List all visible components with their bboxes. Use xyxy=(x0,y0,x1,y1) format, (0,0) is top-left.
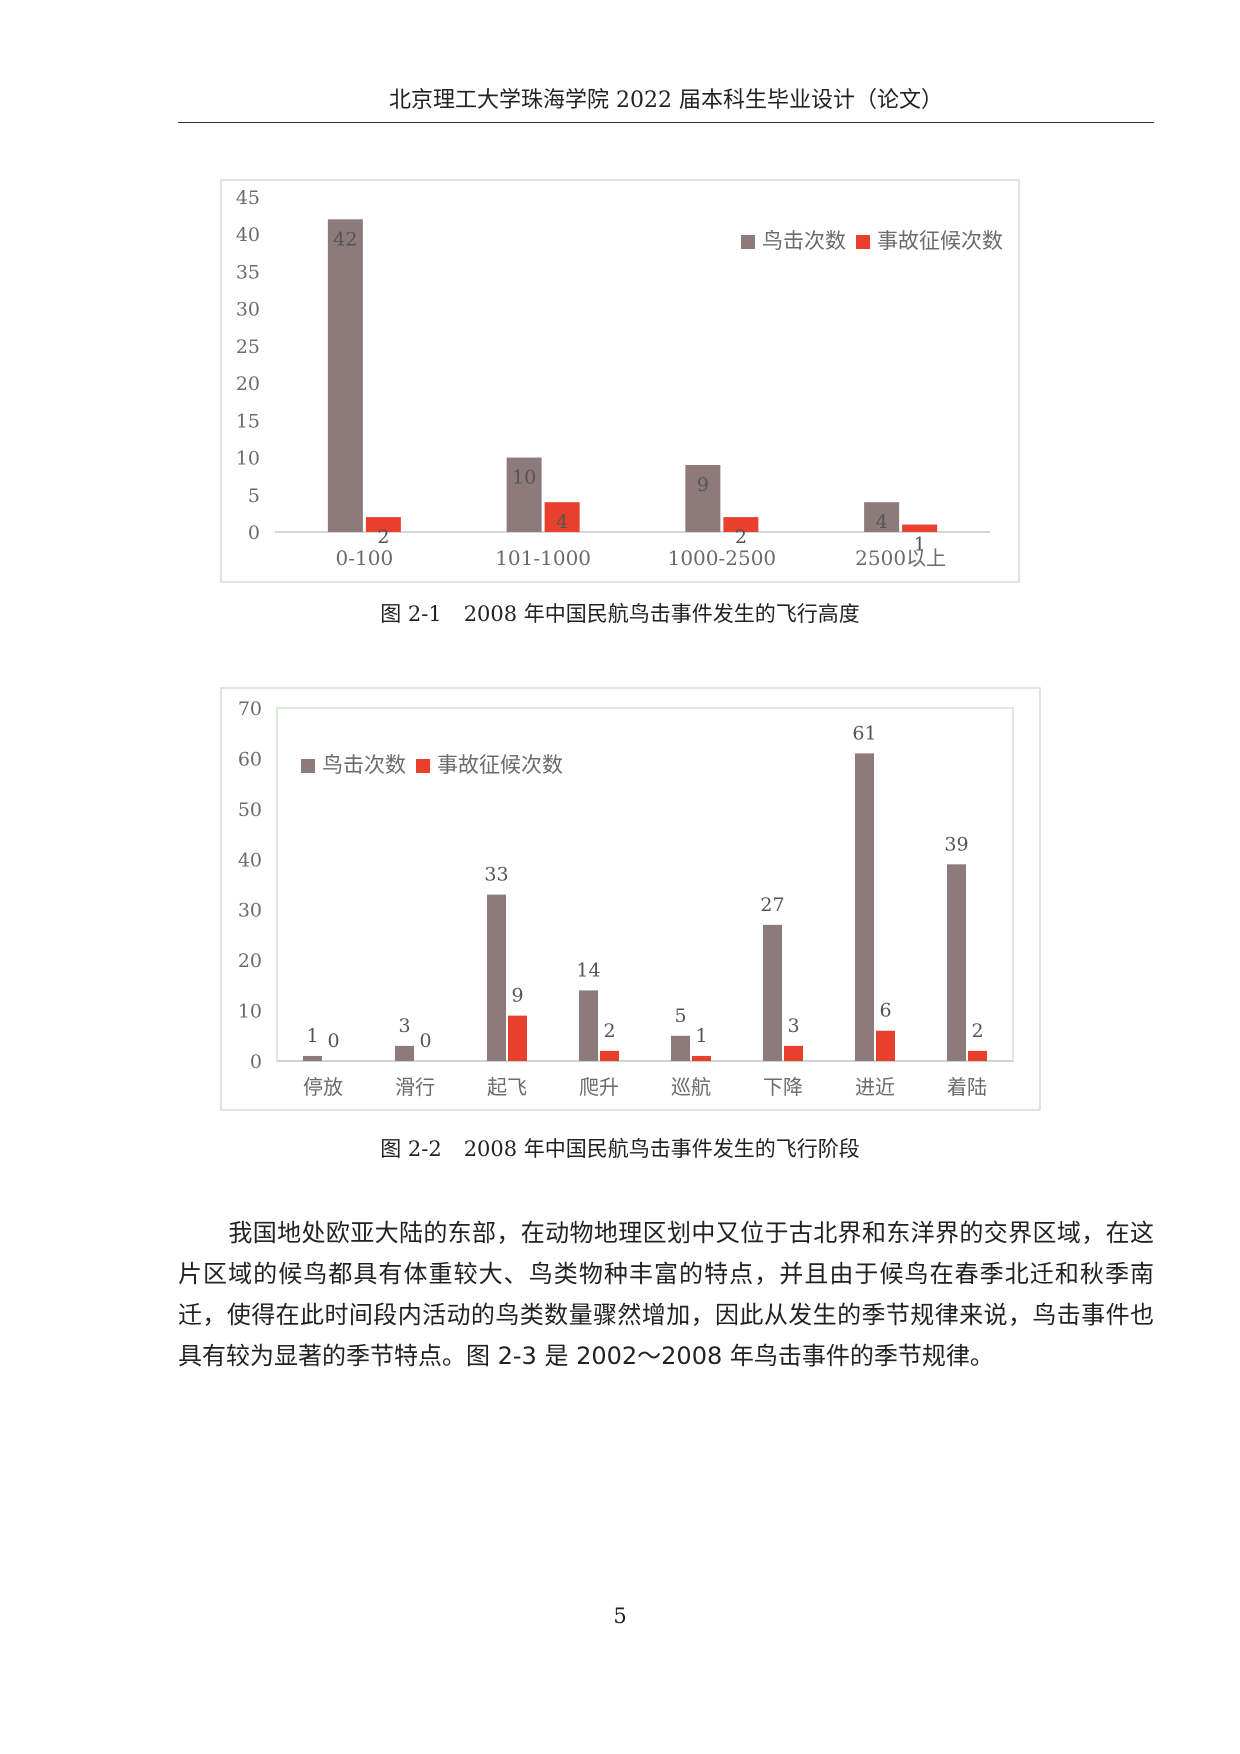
y-tick-label: 25 xyxy=(236,336,260,358)
bar-bird-strike xyxy=(395,1045,414,1061)
bar-incident xyxy=(692,1055,711,1061)
x-tick-label: 停放 xyxy=(303,1075,343,1099)
bar-incident xyxy=(968,1050,987,1061)
legend-swatch xyxy=(301,759,315,773)
x-tick-label: 下降 xyxy=(763,1075,803,1099)
y-tick-label: 0 xyxy=(250,1051,262,1073)
data-label: 6 xyxy=(879,1000,891,1022)
bar-bird-strike xyxy=(685,465,721,532)
data-label: 33 xyxy=(484,864,508,886)
legend-label: 事故征候次数 xyxy=(437,753,563,777)
caption-text: 2008 年中国民航鸟击事件发生的飞行高度 xyxy=(463,602,860,626)
data-label: 2 xyxy=(971,1020,983,1042)
y-tick-label: 50 xyxy=(238,799,262,821)
data-label: 0 xyxy=(419,1030,431,1052)
data-label: 0 xyxy=(327,1030,339,1052)
page-header: 北京理工大学珠海学院 2022 届本科生毕业设计（论文） xyxy=(389,88,943,113)
bar-incident xyxy=(544,502,580,532)
bar-incident xyxy=(508,1015,527,1061)
chart-frame xyxy=(220,179,1020,583)
bar-bird-strike xyxy=(763,924,782,1061)
bar-bird-strike xyxy=(864,502,900,532)
caption-figure-2-2: 图 2-2 2008 年中国民航鸟击事件发生的飞行阶段 xyxy=(0,1133,1240,1163)
data-label: 61 xyxy=(852,722,876,744)
x-tick-label: 着陆 xyxy=(947,1075,987,1099)
body-paragraph-text: 我国地处欧亚大陆的东部，在动物地理区划中又位于古北界和东洋界的交界区域，在这片区… xyxy=(178,1219,1154,1370)
chart-altitude: 0510152025303540450-100422101-1000104100… xyxy=(220,179,1020,583)
bar-incident xyxy=(600,1050,619,1061)
y-tick-label: 40 xyxy=(238,849,262,871)
page-number: 5 xyxy=(613,1604,627,1628)
bar-bird-strike xyxy=(506,457,542,532)
legend-swatch xyxy=(416,759,430,773)
caption-number: 图 2-1 xyxy=(380,602,442,626)
y-tick-label: 30 xyxy=(236,299,260,321)
caption-number: 图 2-2 xyxy=(380,1137,442,1161)
y-tick-label: 20 xyxy=(238,950,262,972)
x-tick-label: 1000-2500 xyxy=(668,546,777,570)
data-label: 3 xyxy=(787,1015,799,1037)
y-tick-label: 20 xyxy=(236,373,260,395)
caption-text: 2008 年中国民航鸟击事件发生的飞行阶段 xyxy=(463,1137,860,1161)
data-label: 4 xyxy=(556,511,568,533)
data-label: 39 xyxy=(944,833,968,855)
bar-incident xyxy=(723,517,759,532)
y-tick-label: 40 xyxy=(236,224,260,246)
x-tick-label: 0-100 xyxy=(336,546,394,570)
bar-incident xyxy=(365,517,401,532)
legend-label: 鸟击次数 xyxy=(322,753,406,777)
y-tick-label: 60 xyxy=(238,748,262,770)
legend-swatch xyxy=(856,235,870,249)
x-tick-label: 2500以上 xyxy=(855,546,946,570)
x-tick-label: 进近 xyxy=(855,1075,895,1099)
bar-incident xyxy=(784,1045,803,1061)
data-label: 2 xyxy=(603,1020,615,1042)
data-label: 10 xyxy=(512,467,536,489)
data-label: 1 xyxy=(914,534,926,556)
x-tick-label: 巡航 xyxy=(671,1075,711,1099)
bar-bird-strike xyxy=(855,753,874,1061)
legend-label: 事故征候次数 xyxy=(877,229,1003,253)
data-label: 1 xyxy=(306,1025,318,1047)
data-label: 4 xyxy=(876,511,888,533)
header-rule xyxy=(178,122,1154,123)
y-tick-label: 0 xyxy=(248,522,260,544)
x-tick-label: 滑行 xyxy=(395,1075,435,1099)
x-tick-label: 起飞 xyxy=(487,1075,527,1099)
y-tick-label: 30 xyxy=(238,900,262,922)
bar-bird-strike xyxy=(303,1055,322,1061)
data-label: 1 xyxy=(695,1025,707,1047)
caption-figure-2-1: 图 2-1 2008 年中国民航鸟击事件发生的飞行高度 xyxy=(0,598,1240,628)
bar-bird-strike xyxy=(947,864,966,1061)
y-tick-label: 70 xyxy=(238,698,262,720)
bar-bird-strike xyxy=(671,1035,690,1061)
y-tick-label: 10 xyxy=(238,1001,262,1023)
bar-bird-strike xyxy=(487,894,506,1061)
chart-frame xyxy=(220,687,1041,1111)
data-label: 14 xyxy=(576,959,600,981)
body-paragraph: 我国地处欧亚大陆的东部，在动物地理区划中又位于古北界和东洋界的交界区域，在这片区… xyxy=(178,1213,1154,1377)
data-label: 27 xyxy=(760,894,784,916)
y-tick-label: 35 xyxy=(236,261,260,283)
x-tick-label: 爬升 xyxy=(579,1075,619,1099)
data-label: 3 xyxy=(398,1015,410,1037)
y-tick-label: 45 xyxy=(236,187,260,209)
bar-incident xyxy=(902,524,938,532)
bar-bird-strike xyxy=(579,990,598,1061)
data-label: 9 xyxy=(697,474,709,496)
data-label: 5 xyxy=(674,1005,686,1027)
y-tick-label: 15 xyxy=(236,410,260,432)
data-label: 42 xyxy=(333,228,357,250)
y-tick-label: 10 xyxy=(236,448,260,470)
x-tick-label: 101-1000 xyxy=(495,546,591,570)
legend-label: 鸟击次数 xyxy=(762,229,846,253)
data-label: 2 xyxy=(735,526,747,548)
y-tick-label: 5 xyxy=(248,485,260,507)
bar-incident xyxy=(876,1030,895,1061)
bar-bird-strike xyxy=(327,219,363,533)
legend-swatch xyxy=(741,235,755,249)
data-label: 2 xyxy=(377,526,389,548)
data-label: 9 xyxy=(511,985,523,1007)
